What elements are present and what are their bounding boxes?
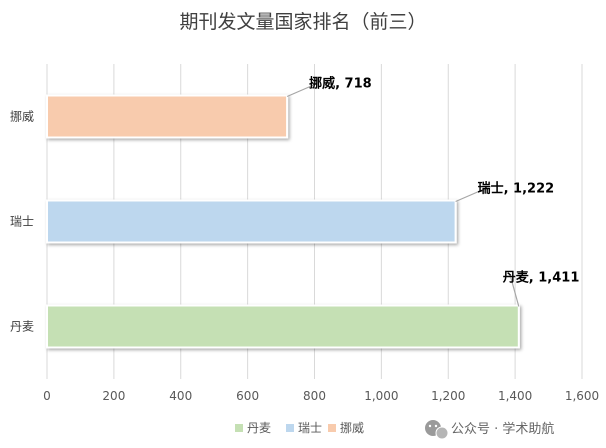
x-tick-label: 0 <box>43 389 51 403</box>
x-tick-label: 800 <box>303 389 326 403</box>
x-axis-ticks: 0 200 400 600 800 1,000 1,200 1,400 1,600 <box>43 389 599 403</box>
wechat-icon <box>425 420 449 440</box>
watermark: 公众号 · 学术助航 <box>425 420 554 440</box>
legend-label: 瑞士 <box>298 421 322 435</box>
data-label: 瑞士, 1,222 <box>478 181 555 197</box>
leader-line <box>510 277 520 307</box>
legend-swatch <box>286 424 294 432</box>
chart-title: 期刊发文量国家排名（前三） <box>179 11 426 33</box>
x-tick-label: 600 <box>236 389 259 403</box>
x-tick-label: 1,600 <box>565 389 599 403</box>
legend-swatch <box>235 424 243 432</box>
bar-2 <box>46 199 457 244</box>
leader-line <box>286 82 318 98</box>
data-label: 丹麦, 1,411 <box>503 270 580 286</box>
leader-line <box>455 187 486 203</box>
x-tick-label: 1,200 <box>431 389 465 403</box>
bar-1 <box>46 304 520 349</box>
x-tick-label: 1,000 <box>364 389 398 403</box>
category-label: 挪威 <box>10 110 34 124</box>
legend: 丹麦 瑞士 挪威 <box>235 421 364 435</box>
legend-swatch <box>328 424 336 432</box>
x-tick-label: 400 <box>169 389 192 403</box>
x-tick-label: 1,400 <box>498 389 532 403</box>
bars <box>46 94 520 349</box>
legend-label: 挪威 <box>340 421 364 435</box>
data-label-callouts: 丹麦, 1,411 瑞士, 1,222 挪威, 718 <box>286 76 580 307</box>
x-tick-label: 200 <box>102 389 125 403</box>
bar-3 <box>46 94 289 139</box>
category-label: 瑞士 <box>10 215 34 229</box>
watermark-text: 公众号 · 学术助航 <box>451 421 554 437</box>
data-label: 挪威, 718 <box>309 76 372 92</box>
category-label: 丹麦 <box>10 320 34 334</box>
legend-label: 丹麦 <box>247 421 271 435</box>
